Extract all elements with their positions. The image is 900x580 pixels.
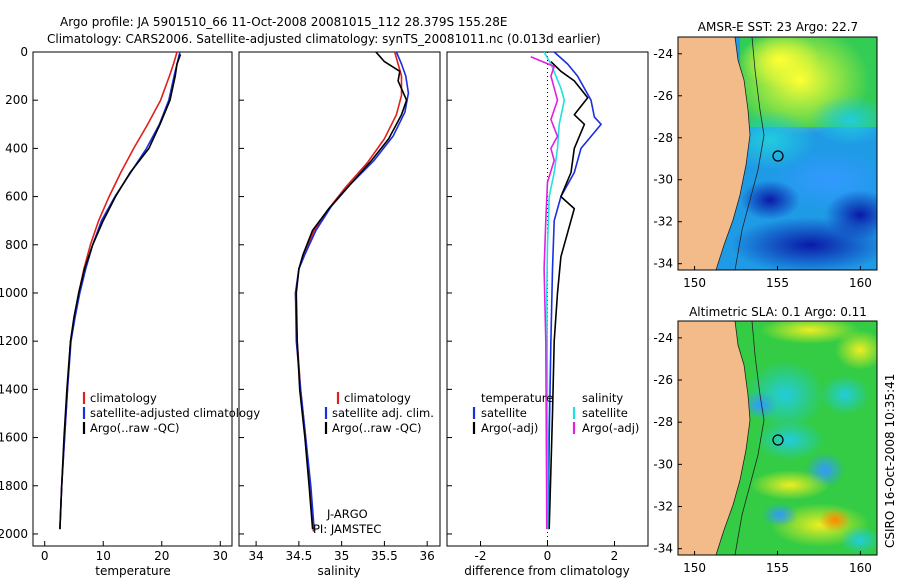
lat-tick-label: -26 bbox=[653, 373, 673, 387]
series-satellite-adj-clim- bbox=[294, 52, 410, 532]
legend-salinity-satellite: satellite bbox=[582, 406, 628, 420]
series-group bbox=[59, 52, 182, 530]
series-argo-adj-temperature bbox=[548, 61, 589, 530]
figure-title-line1: Argo profile: JA 5901510_66 11-Oct-2008 … bbox=[60, 15, 508, 29]
legend-argo: Argo(..raw -QC) bbox=[90, 421, 180, 435]
sst-map-axes: -24 -26 -28 -30 -32 -34 150 155 160 bbox=[653, 47, 871, 290]
legend-argo: Argo(..raw -QC) bbox=[332, 421, 422, 435]
x-tick-label: 20 bbox=[154, 549, 169, 563]
x-tick-label: 2 bbox=[611, 549, 619, 563]
depth-tick-label: 1800 bbox=[0, 479, 28, 493]
lon-tick-label: 155 bbox=[766, 561, 789, 575]
figure-title-line2: Climatology: CARS2006. Satellite-adjuste… bbox=[47, 32, 601, 46]
depth-tick-label: 1000 bbox=[0, 286, 28, 300]
lat-tick-label: -28 bbox=[653, 131, 673, 145]
lon-tick-label: 160 bbox=[849, 276, 872, 290]
series-group bbox=[294, 52, 410, 532]
depth-axis: 0 200 400 600 800 1000 1200 1400 1600 1800 2000 bbox=[0, 45, 38, 541]
difference-legend: temperature satellite Argo(-adj) salinit… bbox=[472, 391, 639, 435]
lat-tick-label: -34 bbox=[653, 257, 673, 271]
depth-tick-label: 1400 bbox=[0, 382, 28, 396]
series-salinity-satellite bbox=[543, 52, 566, 530]
salinity-plot: 34 34.5 35 35.5 36 bbox=[239, 51, 435, 563]
series-argo-raw-qc- bbox=[59, 54, 182, 530]
lat-tick-label: -32 bbox=[653, 215, 673, 229]
legend-satellite-adjusted: satellite-adjusted climatology bbox=[90, 406, 260, 420]
sla-map-title: Altimetric SLA: 0.1 Argo: 0.11 bbox=[689, 305, 867, 319]
depth-tick-label: 600 bbox=[5, 190, 28, 204]
x-tick-label: 34.5 bbox=[286, 549, 313, 563]
argo-location-marker bbox=[772, 434, 784, 446]
legend-climatology: climatology bbox=[344, 391, 411, 405]
series-group bbox=[530, 52, 602, 530]
lat-tick-label: -28 bbox=[653, 415, 673, 429]
depth-tick-label: 2000 bbox=[0, 527, 28, 541]
legend-salinity-heading: salinity bbox=[582, 391, 623, 405]
depth-tick-label: 200 bbox=[5, 93, 28, 107]
lat-tick-label: -30 bbox=[653, 457, 673, 471]
annotation-pi-jamstec: PI: JAMSTEC bbox=[313, 522, 381, 536]
series-climatology bbox=[294, 52, 403, 532]
annotation-j-argo: J-ARGO bbox=[326, 507, 368, 521]
temperature-plot: 0 10 20 30 bbox=[41, 52, 228, 563]
argo-location-marker bbox=[772, 150, 784, 162]
depth-tick-label: 400 bbox=[5, 141, 28, 155]
series-temperature-satellite bbox=[547, 52, 602, 530]
temperature-xlabel: temperature bbox=[95, 564, 170, 578]
lat-tick-label: -24 bbox=[653, 47, 673, 61]
legend-temperature-satellite: satellite bbox=[481, 406, 527, 420]
legend-temperature-heading: temperature bbox=[481, 391, 553, 405]
salinity-legend: climatology satellite adj. clim. Argo(..… bbox=[313, 391, 434, 536]
x-tick-label: 0 bbox=[544, 549, 552, 563]
series-satellite-adjusted-climatology bbox=[59, 52, 181, 530]
lat-tick-label: -26 bbox=[653, 89, 673, 103]
sla-map-image bbox=[678, 321, 877, 555]
temperature-panel-frame bbox=[32, 51, 233, 547]
depth-tick-label: 0 bbox=[20, 45, 28, 59]
x-tick-label: 10 bbox=[96, 549, 111, 563]
salinity-panel-frame bbox=[238, 51, 441, 547]
difference-xlabel: difference from climatology bbox=[464, 564, 630, 578]
x-tick-label: -2 bbox=[475, 549, 487, 563]
sst-map-image bbox=[678, 37, 877, 270]
lon-tick-label: 160 bbox=[849, 561, 872, 575]
series-argo-adj-salinity bbox=[530, 56, 559, 530]
temperature-legend: climatology satellite-adjusted climatolo… bbox=[82, 391, 260, 435]
legend-salinity-argo: Argo(-adj) bbox=[582, 421, 639, 435]
credit-text: CSIRO 16-Oct-2008 10:35:41 bbox=[883, 374, 897, 548]
lat-tick-label: -30 bbox=[653, 173, 673, 187]
x-tick-label: 35 bbox=[334, 549, 349, 563]
lon-tick-label: 155 bbox=[766, 276, 789, 290]
lat-tick-label: -34 bbox=[653, 542, 673, 556]
lon-tick-label: 150 bbox=[683, 276, 706, 290]
legend-climatology: climatology bbox=[90, 391, 157, 405]
lat-tick-label: -24 bbox=[653, 331, 673, 345]
x-tick-label: 36 bbox=[420, 549, 435, 563]
legend-satellite-adj: satellite adj. clim. bbox=[332, 406, 434, 420]
depth-tick-label: 1200 bbox=[0, 334, 28, 348]
lon-tick-label: 150 bbox=[683, 561, 706, 575]
lat-tick-label: -32 bbox=[653, 500, 673, 514]
depth-tick-label: 1600 bbox=[0, 431, 28, 445]
x-tick-label: 35.5 bbox=[371, 549, 398, 563]
series-argo-raw-qc- bbox=[295, 52, 408, 530]
sla-map-axes: -24 -26 -28 -30 -32 -34 150 155 160 bbox=[653, 331, 871, 575]
salinity-xlabel: salinity bbox=[317, 564, 360, 578]
x-tick-label: 30 bbox=[213, 549, 228, 563]
legend-temperature-argo: Argo(-adj) bbox=[481, 421, 538, 435]
x-tick-label: 34 bbox=[248, 549, 263, 563]
sst-map-title: AMSR-E SST: 23 Argo: 22.7 bbox=[698, 20, 858, 34]
x-tick-label: 0 bbox=[41, 549, 49, 563]
difference-plot: -2 0 2 bbox=[447, 51, 619, 563]
depth-tick-label: 800 bbox=[5, 238, 28, 252]
